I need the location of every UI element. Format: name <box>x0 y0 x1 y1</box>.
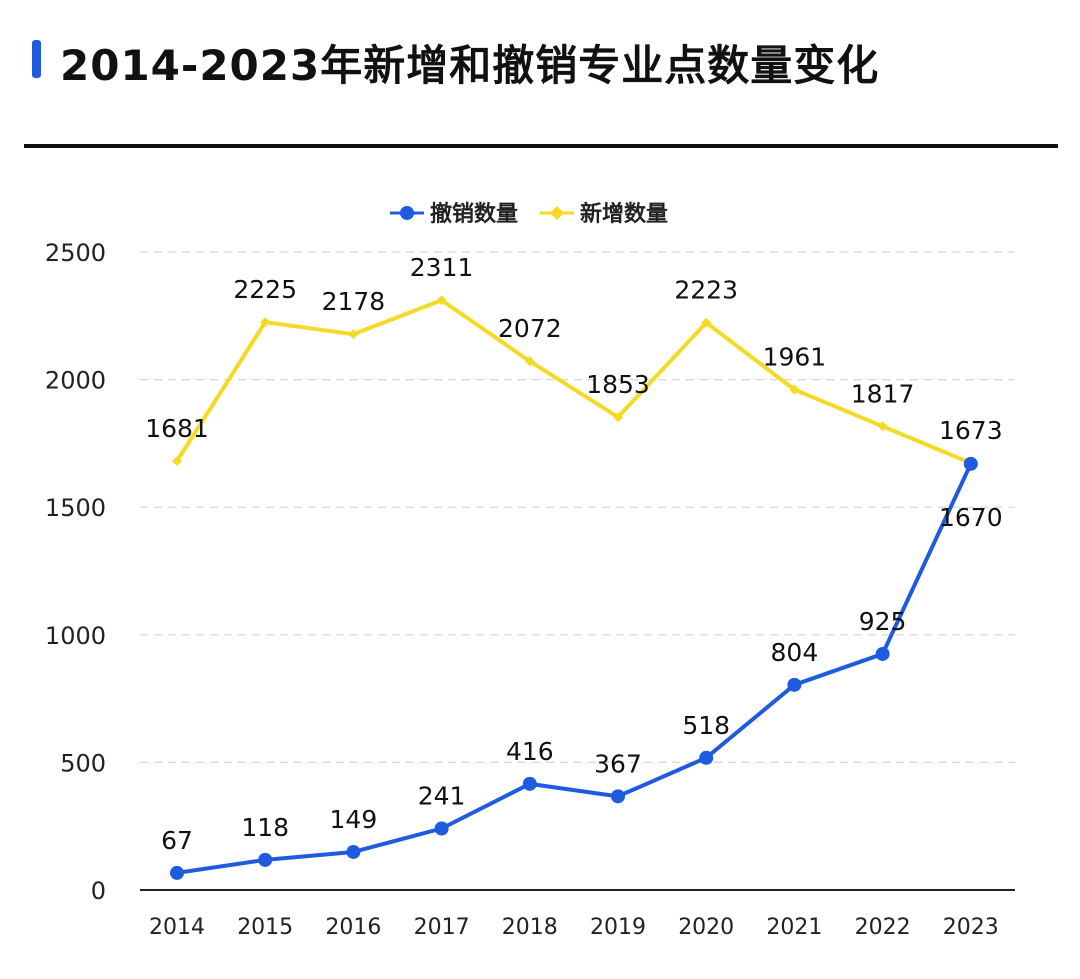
data-label: 2225 <box>233 275 297 304</box>
series-layer <box>170 295 978 880</box>
data-label: 518 <box>682 711 730 740</box>
legend-label: 撤销数量 <box>430 201 518 227</box>
data-point <box>787 677 802 692</box>
data-label: 67 <box>161 826 193 855</box>
data-label: 2072 <box>498 314 562 343</box>
legend-label: 新增数量 <box>580 201 668 227</box>
data-label: 367 <box>594 749 642 778</box>
legend: 撤销数量 新增数量 <box>390 201 668 227</box>
y-tick-label: 500 <box>60 749 106 777</box>
data-point <box>260 317 271 328</box>
data-label: 416 <box>506 737 554 766</box>
data-point <box>522 776 537 791</box>
x-tick-label: 2014 <box>149 915 205 940</box>
data-point <box>524 356 535 367</box>
x-tick-label: 2021 <box>766 915 822 940</box>
y-tick-label: 2000 <box>45 367 106 395</box>
data-point <box>789 384 800 395</box>
x-tick-label: 2019 <box>590 915 646 940</box>
x-tick-label: 2017 <box>414 915 470 940</box>
data-label: 2178 <box>322 287 386 316</box>
x-tick-label: 2023 <box>943 915 999 940</box>
data-point <box>348 329 359 340</box>
x-tick-label: 2018 <box>502 915 558 940</box>
axes: 0 500 1000 1500 2000 2500 2014 2015 2016 2017 2018… <box>45 239 1015 940</box>
y-tick-label: 1000 <box>45 622 106 650</box>
data-point <box>963 456 978 471</box>
data-point <box>699 750 714 765</box>
gridlines <box>140 251 1015 764</box>
data-point <box>346 844 361 859</box>
data-point <box>434 821 449 836</box>
data-point <box>170 865 184 880</box>
data-point <box>613 412 623 423</box>
data-point <box>258 852 273 867</box>
x-tick-label: 2016 <box>325 915 381 940</box>
data-point <box>436 295 447 306</box>
data-label: 1673 <box>939 416 1003 445</box>
series-line <box>175 298 972 465</box>
x-tick-label: 2015 <box>237 915 293 940</box>
data-label: 1670 <box>939 503 1003 532</box>
data-label: 241 <box>418 781 466 810</box>
data-label: 118 <box>241 813 289 842</box>
x-tick-label: 2020 <box>678 915 734 940</box>
data-label: 925 <box>859 607 907 636</box>
data-point <box>611 789 625 804</box>
data-label: 1961 <box>763 343 827 372</box>
data-point <box>172 456 182 467</box>
data-label: 149 <box>330 805 378 834</box>
data-label: 804 <box>771 638 819 667</box>
data-labels: 67 118 149 241 416 367 518 804 925 1670 1681 2225 21… <box>145 253 1002 855</box>
y-tick-label: 2500 <box>45 239 106 267</box>
data-point <box>877 421 888 432</box>
data-label: 1817 <box>851 379 915 408</box>
data-point <box>701 317 712 328</box>
legend-marker <box>400 206 414 220</box>
legend-marker <box>550 206 564 220</box>
y-tick-label: 1500 <box>45 494 106 522</box>
chart-title: 2014-2023年新增和撤销专业点数量变化 <box>60 41 880 90</box>
data-label: 2223 <box>674 276 738 305</box>
data-label: 1681 <box>145 414 209 443</box>
title-divider <box>24 144 1058 148</box>
x-tick-label: 2022 <box>855 915 911 940</box>
data-label: 1853 <box>586 370 650 399</box>
data-point <box>875 646 890 661</box>
y-tick-label: 0 <box>91 877 106 905</box>
data-label: 2311 <box>410 253 474 282</box>
title-accent-bar <box>32 40 41 78</box>
series-line <box>176 462 973 875</box>
